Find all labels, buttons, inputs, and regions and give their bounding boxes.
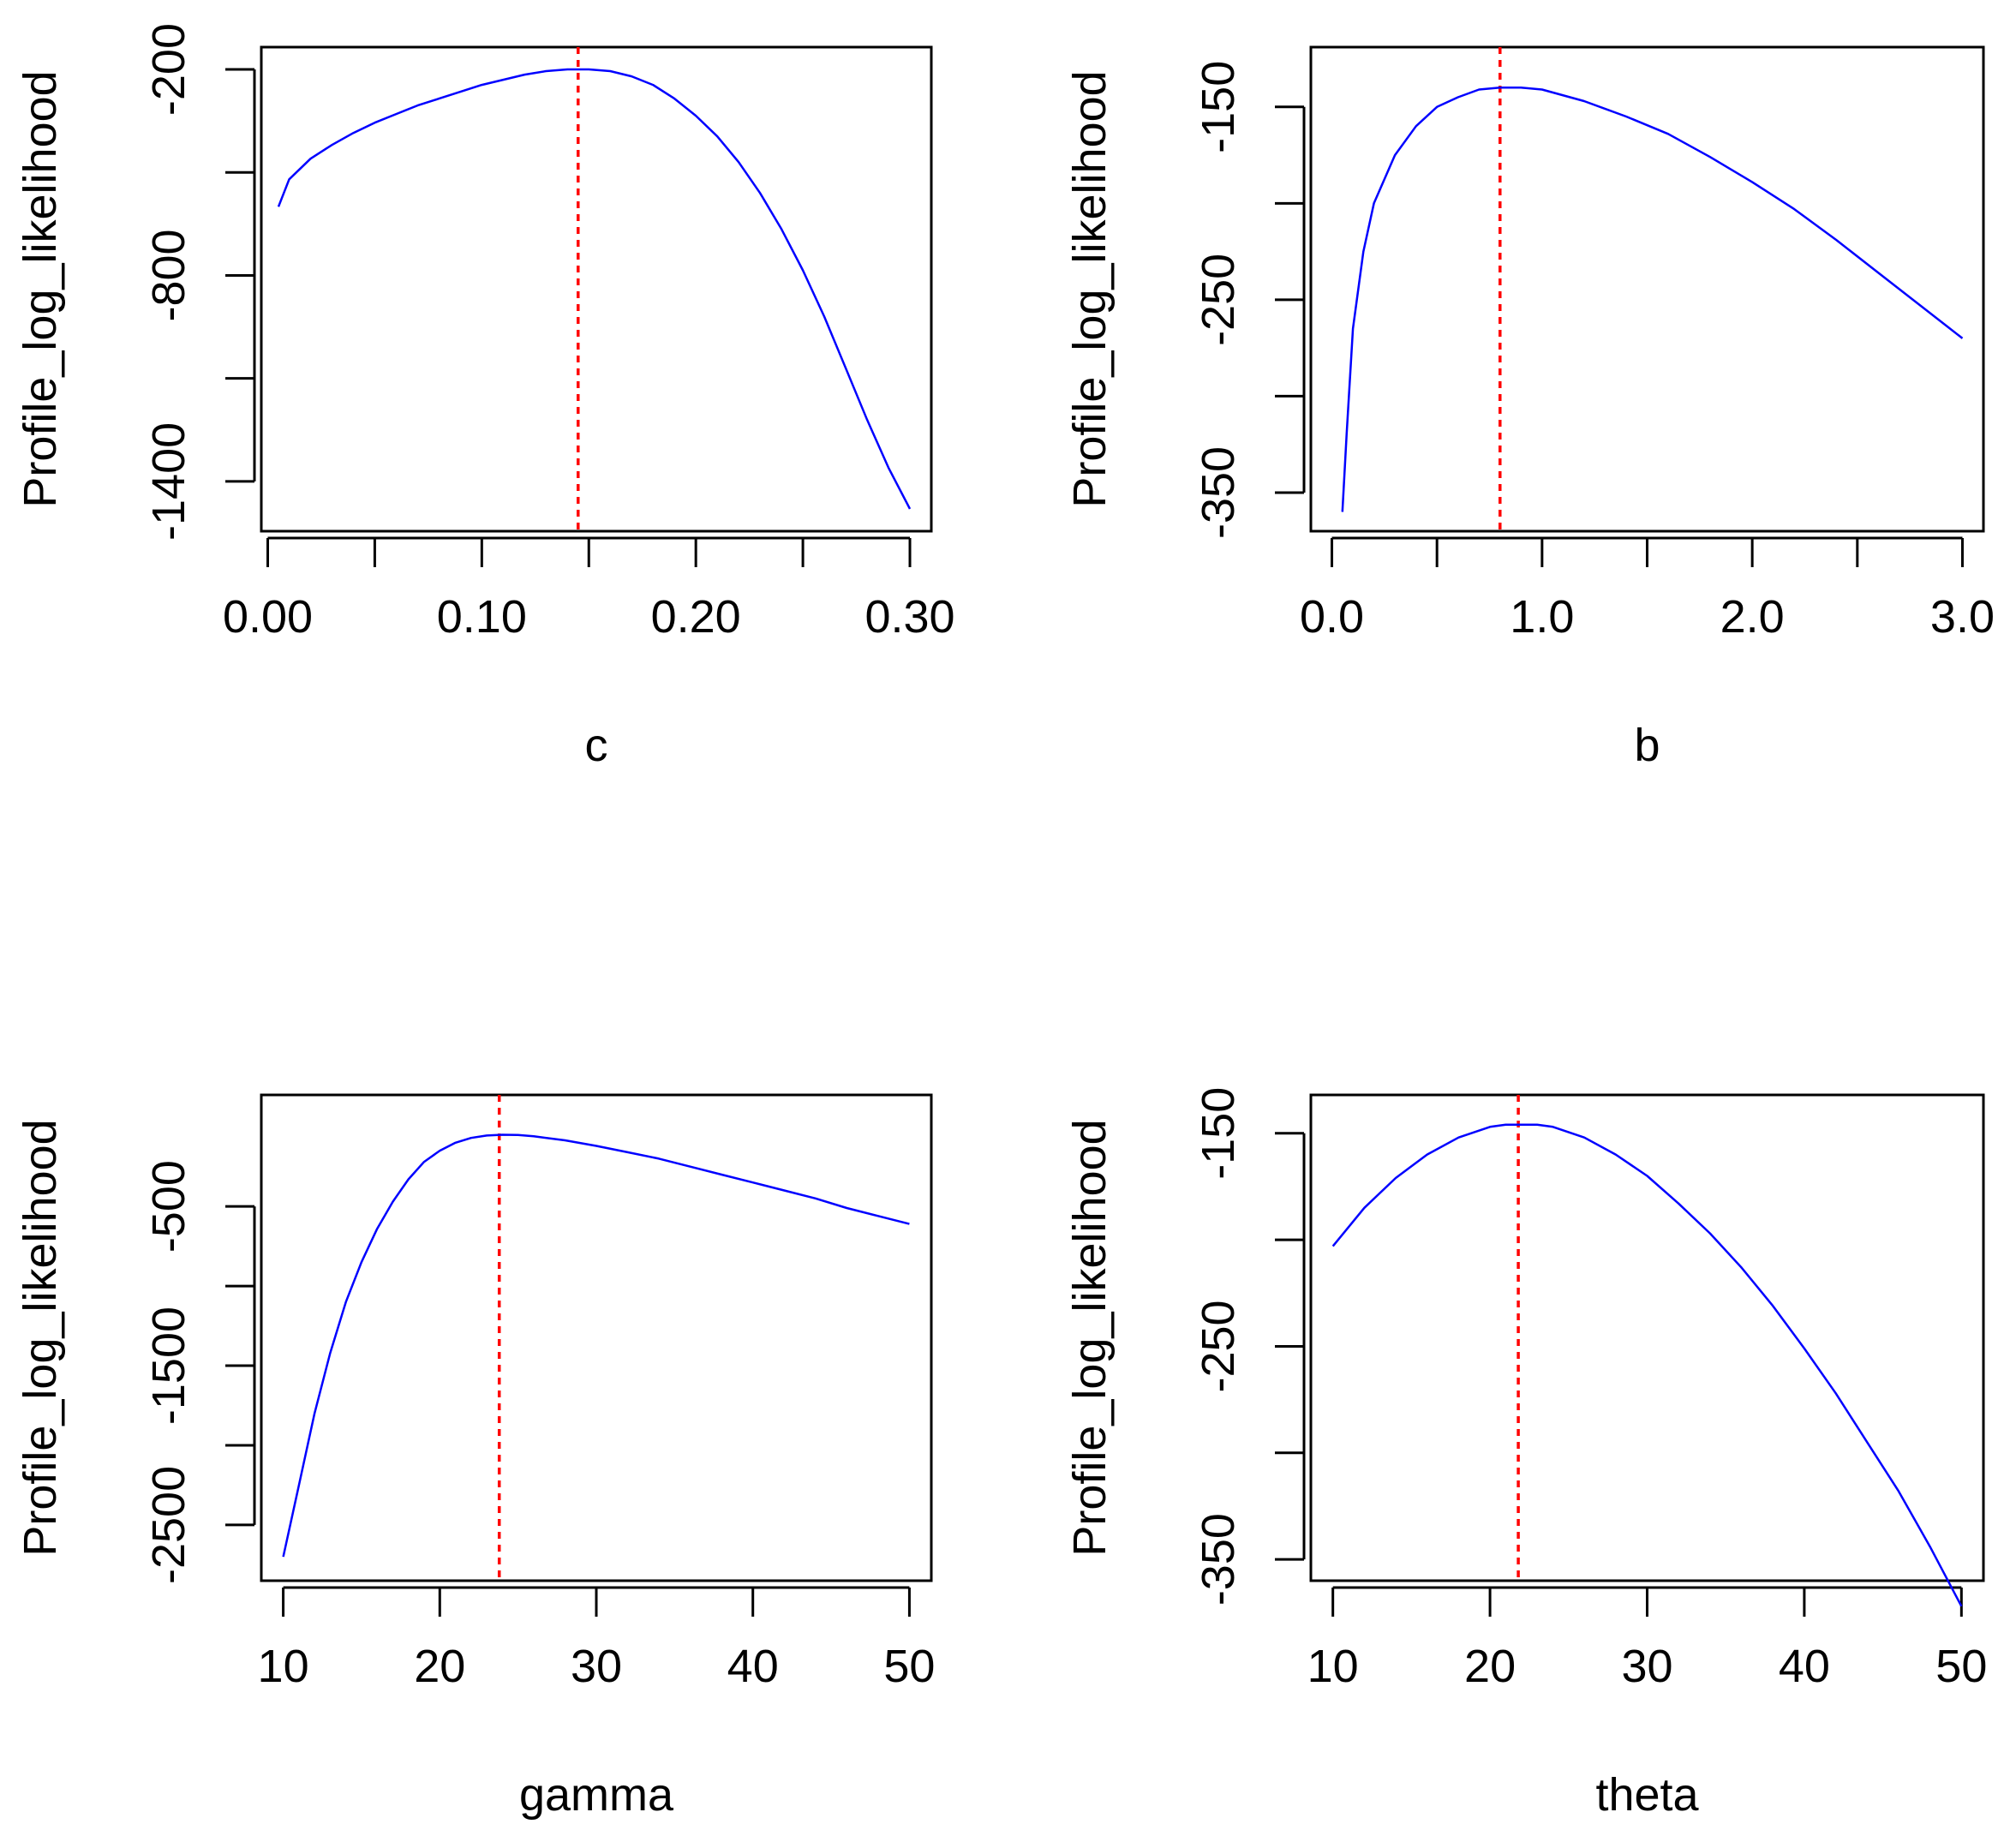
y-axis-title-b: Profile_log_likelihood: [1064, 70, 1116, 507]
y-tick-label-b: -250: [1193, 254, 1244, 346]
y-tick-label-c: -800: [143, 229, 194, 321]
y-axis-title-gamma: Profile_log_likelihood: [15, 1119, 66, 1556]
x-tick-label-theta: 50: [1935, 1641, 1987, 1692]
y-tick-label-gamma: -2500: [143, 1466, 194, 1584]
x-tick-label-b: 2.0: [1720, 591, 1785, 643]
x-tick-label-gamma: 30: [571, 1641, 622, 1692]
x-axis-title-theta: theta: [1595, 1769, 1699, 1821]
y-axis-title-theta: Profile_log_likelihood: [1064, 1119, 1116, 1556]
x-tick-label-c: 0.30: [864, 591, 954, 643]
x-axis-title-gamma: gamma: [519, 1769, 674, 1821]
profile-curve-theta: [1331, 1123, 1963, 1607]
x-tick-label-theta: 20: [1464, 1641, 1516, 1692]
y-tick-label-b: -350: [1193, 446, 1244, 539]
y-tick-label-theta: -150: [1193, 1087, 1244, 1180]
x-tick-label-c: 0.00: [223, 591, 313, 643]
x-tick-label-gamma: 10: [258, 1641, 309, 1692]
x-tick-label-theta: 30: [1621, 1641, 1672, 1692]
x-axis-title-c: c: [585, 720, 608, 771]
x-tick-label-b: 0.0: [1300, 591, 1364, 643]
x-tick-label-gamma: 50: [883, 1641, 935, 1692]
x-tick-label-theta: 40: [1779, 1641, 1830, 1692]
x-tick-label-c: 0.10: [437, 591, 527, 643]
plot-frame-theta: [1309, 1093, 1985, 1582]
y-tick-label-gamma: -500: [143, 1160, 194, 1253]
panel-b: 0.0 1.0 2.0 3.0 -150 -250 -350 b Profile_log_lik…: [1064, 45, 1995, 771]
y-tick-label-b: -150: [1193, 61, 1244, 153]
x-tick-label-c: 0.20: [651, 591, 741, 643]
y-tick-label-c: -200: [143, 23, 194, 116]
plot-frame-gamma: [260, 1093, 933, 1582]
panel-theta: 10 20 30 40 50 -150 -250 -350 theta Profile_log_l…: [1064, 1087, 1987, 1821]
x-axis-title-b: b: [1634, 720, 1660, 771]
x-tick-label-b: 1.0: [1510, 591, 1574, 643]
x-tick-label-theta: 10: [1307, 1641, 1359, 1692]
profile-curve-c: [277, 68, 912, 510]
y-tick-label-theta: -250: [1193, 1300, 1244, 1392]
x-tick-label-gamma: 40: [727, 1641, 779, 1692]
x-tick-label-b: 3.0: [1930, 591, 1995, 643]
profile-curve-b: [1341, 87, 1964, 512]
y-tick-label-theta: -350: [1193, 1513, 1244, 1606]
panel-gamma: 10 20 30 40 50 -500 -1500 -2500 gamma Profile_log…: [15, 1093, 935, 1821]
profile-curve-gamma: [282, 1133, 910, 1558]
y-axis-title-c: Profile_log_likelihood: [15, 70, 66, 507]
plot-frame-c: [260, 45, 933, 533]
plot-frame-b: [1309, 45, 1985, 533]
x-tick-label-gamma: 20: [414, 1641, 465, 1692]
y-tick-label-gamma: -1500: [143, 1307, 194, 1425]
panel-c: 0.00 0.10 0.20 0.30 -200 -800 -1400 c Profile_lo…: [15, 23, 955, 771]
y-tick-label-c: -1400: [143, 422, 194, 541]
